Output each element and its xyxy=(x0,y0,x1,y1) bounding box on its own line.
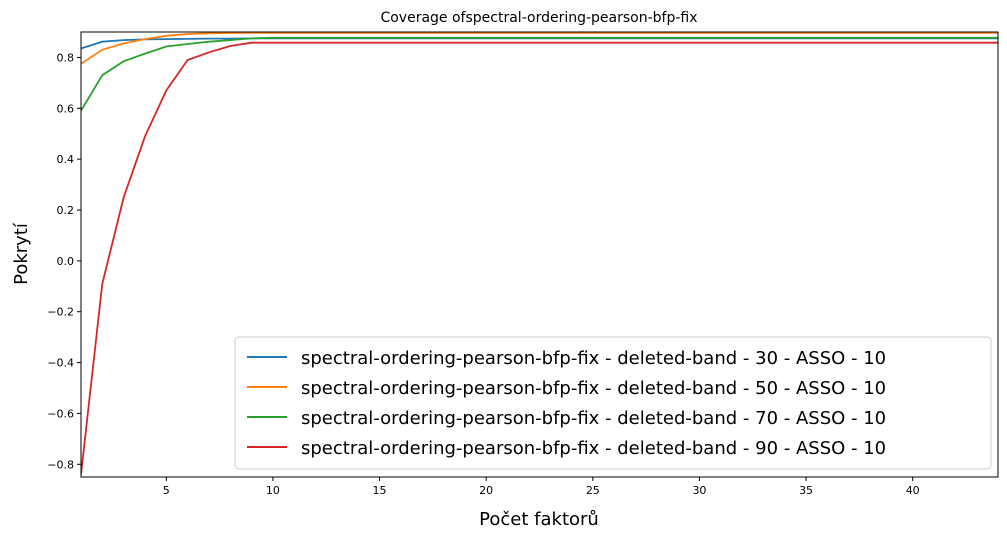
chart-title: Coverage ofspectral-ordering-pearson-bfp… xyxy=(380,10,697,26)
x-tick-label: 10 xyxy=(266,484,280,497)
legend-label-4: spectral-ordering-pearson-bfp-fix - dele… xyxy=(301,438,886,459)
x-tick-label: 20 xyxy=(479,484,493,497)
x-tick-label: 15 xyxy=(373,484,387,497)
legend-box xyxy=(234,336,992,470)
y-tick-label: 0.0 xyxy=(57,255,75,268)
y-tick-label: −0.8 xyxy=(47,458,74,471)
x-tick-label: 35 xyxy=(799,484,813,497)
y-axis-ticks: −0.8 −0.6 −0.4 −0.2 0.0 0.2 0.4 0.6 0.8 xyxy=(47,51,81,471)
y-tick-label: 0.4 xyxy=(57,153,75,166)
x-axis-ticks: 5 10 15 20 25 30 35 40 xyxy=(163,477,920,497)
series-line-2 xyxy=(81,32,998,65)
x-axis-label: Počet faktorů xyxy=(479,509,599,530)
y-tick-label: −0.4 xyxy=(47,357,74,370)
series-line-4 xyxy=(81,41,998,475)
x-tick-label: 5 xyxy=(163,484,170,497)
y-tick-label: 0.6 xyxy=(57,102,75,115)
y-tick-label: 0.2 xyxy=(57,204,75,217)
y-tick-label: −0.6 xyxy=(47,407,74,420)
legend-label-3: spectral-ordering-pearson-bfp-fix - dele… xyxy=(301,408,886,429)
x-tick-label: 25 xyxy=(586,484,600,497)
legend-label-2: spectral-ordering-pearson-bfp-fix - dele… xyxy=(301,378,886,399)
y-tick-label: −0.2 xyxy=(47,306,74,319)
y-tick-label: 0.8 xyxy=(57,51,75,64)
x-tick-label: 40 xyxy=(906,484,920,497)
legend: spectral-ordering-pearson-bfp-fix - dele… xyxy=(234,336,992,470)
legend-label-1: spectral-ordering-pearson-bfp-fix - dele… xyxy=(301,348,886,369)
plot-frame xyxy=(80,31,999,478)
series-lines xyxy=(81,32,998,475)
y-axis-label: Pokrytí xyxy=(11,222,32,285)
x-tick-label: 30 xyxy=(692,484,706,497)
series-line-3 xyxy=(81,36,998,112)
